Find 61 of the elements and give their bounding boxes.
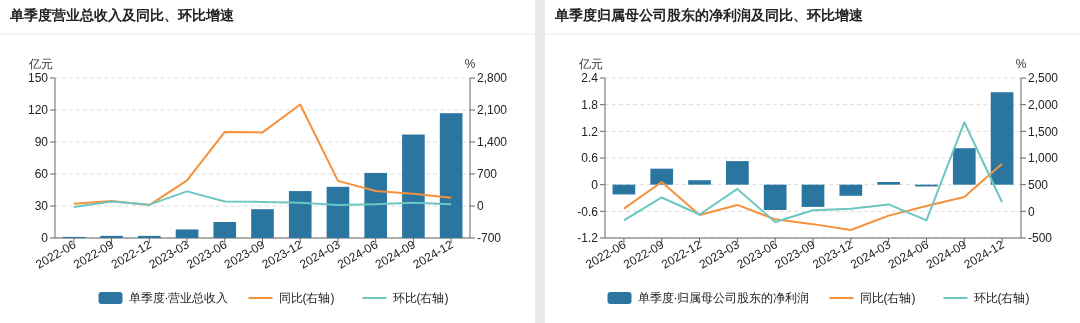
chart-title: 单季度归属母公司股东的净利润及同比、环比增速 xyxy=(554,7,864,23)
bar xyxy=(213,222,237,238)
y-tick-label: 30 xyxy=(34,199,49,214)
y-tick-label: 60 xyxy=(34,167,49,182)
legend-label: 环比(右轴) xyxy=(392,291,449,306)
y2-tick-label: 500 xyxy=(1028,177,1049,192)
y-axis-title: 亿元 xyxy=(28,57,53,71)
bar xyxy=(251,209,274,238)
legend-label: 同比(右轴) xyxy=(859,291,916,306)
bar xyxy=(839,184,863,196)
bar xyxy=(877,182,900,185)
legend-label: 同比(右轴) xyxy=(278,291,335,306)
y-tick-label: 0.6 xyxy=(581,151,599,166)
bar xyxy=(801,184,825,207)
y2-axis-title: % xyxy=(1015,57,1027,71)
bar xyxy=(138,235,161,238)
bar xyxy=(726,161,749,185)
legend-label: 单季度·营业总收入 xyxy=(128,291,229,306)
bar xyxy=(688,180,711,185)
y-tick-label: -0.6 xyxy=(577,204,599,219)
y2-tick-label: 2,100 xyxy=(477,103,508,118)
y2-tick-label: 1,400 xyxy=(477,135,508,150)
bar xyxy=(175,229,199,238)
y-tick-label: 120 xyxy=(27,103,49,118)
legend-label: 环比(右轴) xyxy=(973,291,1030,306)
line-series xyxy=(622,162,1004,231)
y2-tick-label: 2,500 xyxy=(1028,71,1059,86)
y2-tick-label: -700 xyxy=(477,231,502,246)
bar xyxy=(288,191,312,238)
y-axis-title: 亿元 xyxy=(578,57,603,71)
y-tick-label: 150 xyxy=(27,71,49,86)
bar xyxy=(952,148,976,185)
line-series xyxy=(72,103,453,207)
y-tick-label: 0 xyxy=(41,231,49,246)
line-series xyxy=(622,121,1004,223)
bar xyxy=(990,92,1014,185)
y2-tick-label: 0 xyxy=(477,199,484,214)
y2-axis-title: % xyxy=(464,57,476,71)
y2-tick-label: 2,800 xyxy=(477,71,508,86)
y2-tick-label: 2,000 xyxy=(1028,97,1059,112)
y-tick-label: 1.2 xyxy=(581,124,599,139)
y2-tick-label: 1,500 xyxy=(1028,124,1059,139)
y2-tick-label: 1,000 xyxy=(1028,151,1059,166)
bar xyxy=(439,113,463,238)
y2-tick-label: 0 xyxy=(1028,204,1035,219)
y-tick-label: 2.4 xyxy=(581,71,599,86)
bar xyxy=(100,235,123,238)
bar xyxy=(763,184,787,210)
line-series xyxy=(72,190,453,208)
y-tick-label: 1.8 xyxy=(581,97,599,112)
chart-title: 单季度营业总收入及同比、环比增速 xyxy=(9,7,235,23)
bar xyxy=(402,134,425,238)
bar xyxy=(650,168,674,185)
legend-label: 单季度·归属母公司股东的净利润 xyxy=(637,291,810,306)
y2-tick-label: 700 xyxy=(477,167,498,182)
y2-tick-label: -500 xyxy=(1028,231,1053,246)
y-tick-label: -1.2 xyxy=(577,231,599,246)
y-tick-label: 0 xyxy=(591,177,599,192)
bar xyxy=(364,172,387,238)
bar xyxy=(326,186,350,238)
y-tick-label: 90 xyxy=(34,135,49,150)
